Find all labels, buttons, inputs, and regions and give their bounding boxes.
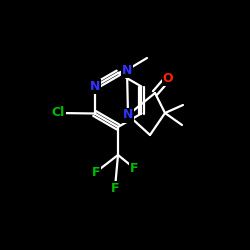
Text: Cl: Cl — [52, 106, 64, 120]
Text: O: O — [163, 72, 173, 85]
Text: N: N — [90, 80, 100, 93]
Text: F: F — [92, 166, 100, 178]
Text: N: N — [122, 64, 132, 76]
Text: N: N — [123, 108, 133, 122]
Text: F: F — [130, 162, 138, 174]
Text: F: F — [111, 182, 119, 194]
